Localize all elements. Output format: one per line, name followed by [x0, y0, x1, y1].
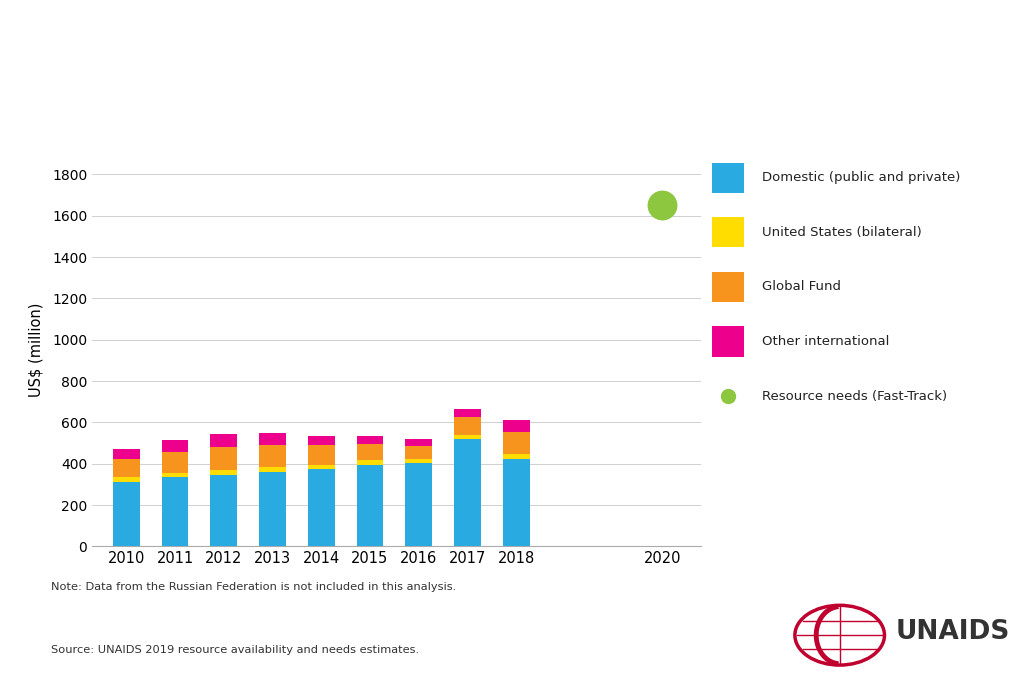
Bar: [210, 475, 238, 546]
Bar: [406, 459, 432, 462]
Text: Global Fund: Global Fund: [762, 280, 841, 294]
Text: Domestic (public and private): Domestic (public and private): [762, 171, 961, 184]
Text: Note: Data from the Russian Federation is not included in this analysis.: Note: Data from the Russian Federation i…: [51, 582, 457, 592]
Text: United States (bilateral): United States (bilateral): [762, 225, 922, 239]
Bar: [356, 436, 383, 444]
Bar: [503, 432, 529, 454]
Bar: [308, 436, 335, 445]
Bar: [210, 434, 238, 447]
Bar: [406, 439, 432, 445]
Text: 2010–2018, and projected resource needs by 2020: 2010–2018, and projected resource needs …: [23, 85, 635, 104]
Bar: [210, 447, 238, 470]
Bar: [406, 462, 432, 546]
Bar: [210, 470, 238, 475]
Bar: [503, 458, 529, 546]
Bar: [503, 420, 529, 432]
Bar: [454, 417, 481, 435]
Bar: [454, 409, 481, 417]
Text: UNAIDS: UNAIDS: [896, 619, 1011, 645]
Bar: [162, 473, 188, 477]
Text: Other international: Other international: [762, 335, 890, 348]
Bar: [308, 464, 335, 469]
Bar: [356, 464, 383, 546]
Text: Source: UNAIDS 2019 resource availability and needs estimates.: Source: UNAIDS 2019 resource availabilit…: [51, 645, 419, 656]
Bar: [406, 445, 432, 459]
Text: HIV resource availability, by source, eastern Europe and central Asia,: HIV resource availability, by source, ea…: [23, 31, 865, 52]
Bar: [454, 439, 481, 546]
Bar: [259, 433, 286, 445]
Bar: [308, 469, 335, 546]
Point: [654, 200, 671, 211]
Bar: [259, 445, 286, 467]
Bar: [454, 435, 481, 439]
Bar: [259, 467, 286, 472]
Y-axis label: US$ (million): US$ (million): [29, 303, 44, 398]
Bar: [113, 477, 139, 482]
Bar: [113, 458, 139, 477]
Bar: [308, 445, 335, 464]
Bar: [503, 454, 529, 458]
Bar: [162, 440, 188, 452]
Bar: [162, 477, 188, 546]
Bar: [113, 482, 139, 546]
Text: Resource needs (Fast-Track): Resource needs (Fast-Track): [762, 389, 947, 403]
Bar: [259, 472, 286, 546]
Bar: [356, 444, 383, 460]
Bar: [356, 460, 383, 464]
Bar: [113, 449, 139, 458]
Bar: [162, 452, 188, 473]
